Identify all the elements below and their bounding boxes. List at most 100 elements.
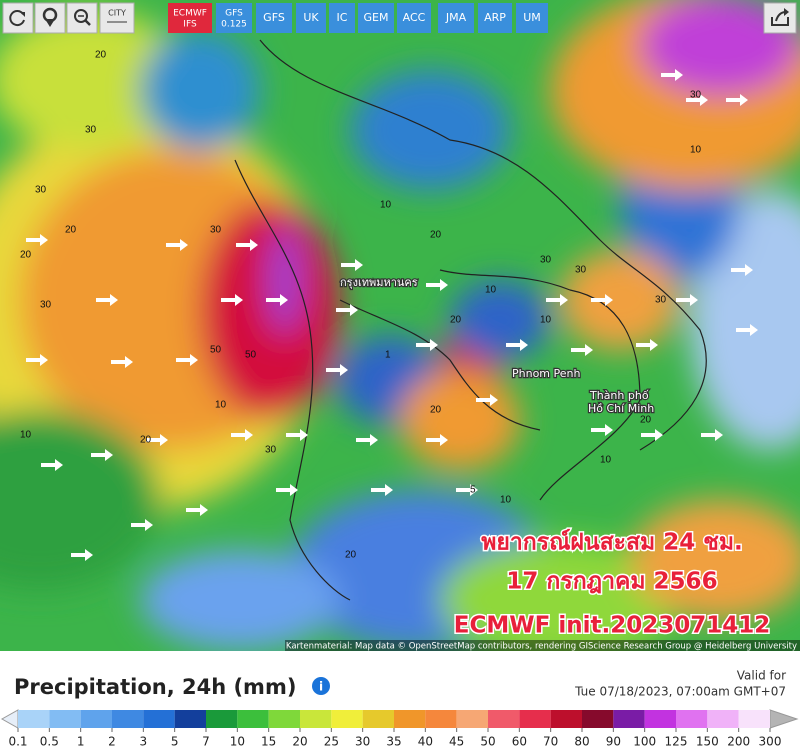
legend-swatch (206, 710, 238, 728)
contour-label: 20 (65, 225, 77, 236)
model-button[interactable]: ACC (397, 3, 431, 33)
wind-arrow (26, 354, 48, 366)
legend-label: 150 (696, 735, 719, 749)
legend-label: 125 (665, 735, 688, 749)
wind-arrow (591, 294, 613, 306)
wind-arrow (111, 356, 133, 368)
wind-arrow (506, 339, 528, 351)
share-button[interactable] (763, 2, 797, 34)
wind-arrow (571, 344, 593, 356)
model-label: GFS (225, 9, 243, 19)
model-button-bg (296, 3, 326, 33)
wind-arrow (91, 449, 113, 461)
contour-label: 10 (380, 200, 392, 211)
legend-label: 80 (574, 735, 589, 749)
legend-label: 25 (324, 735, 339, 749)
wind-arrow (96, 294, 118, 306)
wind-arrow (221, 294, 243, 306)
contour-labels: 20 30 30 20 30 50 50 30 20 10 10 20 30 10 20 30 20 10 10 30… (20, 50, 702, 561)
overlay-line: พยากรณ์ฝนสะสม 24 ชม. (481, 529, 743, 556)
model-button[interactable]: UK (296, 3, 326, 33)
legend-label: 70 (543, 735, 558, 749)
wind-arrows (26, 69, 758, 561)
contour-label: 5 (470, 485, 476, 496)
wind-arrow (426, 434, 448, 446)
attribution: Kartenmaterial: Map data © OpenStreetMap… (286, 642, 797, 652)
wind-arrow (731, 264, 753, 276)
legend-label: 50 (480, 735, 495, 749)
model-button-bg (397, 3, 431, 33)
legend-label: 35 (386, 735, 401, 749)
info-button[interactable]: i (312, 677, 330, 695)
model-button-bg (168, 3, 212, 33)
wind-arrow (336, 304, 358, 316)
model-button[interactable]: JMA (438, 3, 474, 33)
contour-label: 10 (540, 315, 552, 326)
model-label: GEM (364, 11, 389, 24)
legend-swatch (112, 710, 144, 728)
contour-label: 10 (690, 145, 702, 156)
attribution-bg (285, 640, 800, 651)
model-button[interactable]: GEM (358, 3, 394, 33)
city-button[interactable]: CITY (99, 2, 135, 34)
wind-arrow (476, 394, 498, 406)
contour-label: 20 (450, 315, 462, 326)
contour-label: 20 (20, 250, 32, 261)
contour-label: 20 (140, 435, 152, 446)
legend-swatch (331, 710, 363, 728)
contour-label: 30 (690, 90, 702, 101)
legend-label: 5 (171, 735, 179, 749)
wind-arrow (426, 279, 448, 291)
wind-arrow (186, 504, 208, 516)
model-sub: 0.125 (221, 20, 247, 30)
legend-label: 200 (727, 735, 750, 749)
wind-arrow (231, 429, 253, 441)
overlay-line: ECMWF init.2023071412 (454, 613, 770, 639)
legend-swatch (362, 710, 394, 728)
wind-arrow (166, 239, 188, 251)
contour-label: 10 (500, 495, 512, 506)
model-button-bg (329, 3, 355, 33)
wind-arrow (676, 294, 698, 306)
model-button[interactable]: GFS (256, 3, 292, 33)
legend: 0.1 0.5 1 2 3 5 7 10 15 20 25 30 35 40 45 50 60 70 80 90 100… (0, 709, 799, 749)
svg-text:i: i (319, 680, 323, 694)
legend-label: 60 (512, 735, 527, 749)
place-label: Thành phố (589, 389, 649, 402)
panel-title: Precipitation, 24h (mm) (14, 675, 296, 699)
legend-swatch (738, 710, 770, 728)
wind-arrow (661, 69, 683, 81)
map[interactable]: 20 30 30 20 30 50 50 30 20 10 10 20 30 10 20 30 20 10 10 30… (0, 0, 800, 660)
refresh-button[interactable] (2, 2, 34, 34)
legend-label: 0.1 (8, 735, 27, 749)
model-button[interactable]: ARP (478, 3, 512, 33)
contour-label: 30 (575, 265, 587, 276)
wind-arrow (356, 434, 378, 446)
model-label: UK (303, 11, 319, 24)
zoom-button[interactable] (66, 2, 98, 34)
model-button[interactable]: IC (329, 3, 355, 33)
legend-swatch (394, 710, 426, 728)
contour-label: 50 (210, 345, 222, 356)
legend-swatch (143, 710, 175, 728)
wind-arrow (326, 364, 348, 376)
location-button[interactable] (34, 2, 66, 34)
legend-swatch (582, 710, 614, 728)
model-button[interactable]: UM (516, 3, 548, 33)
wind-arrow (736, 324, 758, 336)
legend-swatch (237, 710, 269, 728)
model-button-bg (478, 3, 512, 33)
wind-arrow (266, 294, 288, 306)
legend-label: 20 (292, 735, 307, 749)
legend-label: 30 (355, 735, 370, 749)
contour-label: 10 (215, 400, 227, 411)
legend-swatch (644, 710, 676, 728)
place-label: กรุงเทพมหานคร (340, 276, 418, 289)
wind-arrow (26, 234, 48, 246)
contour-label: 20 (640, 415, 652, 426)
contour-label: 1 (385, 350, 391, 361)
contour-label: 30 (540, 255, 552, 266)
legend-label: 90 (606, 735, 621, 749)
